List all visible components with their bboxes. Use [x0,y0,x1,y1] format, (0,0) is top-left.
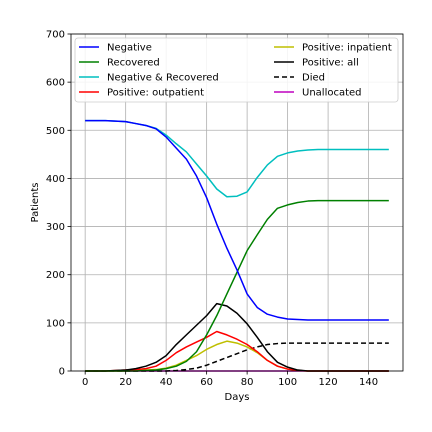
series-line-recovered [85,199,389,372]
series-line-negative [85,119,389,321]
legend-label-recovered: Recovered [107,58,160,69]
series-line-negative-recovered [85,119,389,198]
x-tick-label: 80 [241,377,254,388]
plot-frame [70,33,404,372]
series-line-positive-outpatient [85,330,389,372]
legend-label-negative-recovered: Negative & Recovered [107,73,219,84]
axis-ticks: 0 20 40 60 80 100 120 140 0 100 200 300 400 500 600 700 [46,30,378,389]
x-tick-label: 20 [119,377,132,388]
y-tick-label: 100 [46,318,65,329]
legend-label-died: Died [302,73,325,84]
y-tick-label: 0 [59,367,65,378]
x-tick-label: 140 [359,377,378,388]
x-axis-title: Days [225,392,250,403]
x-tick-label: 40 [160,377,173,388]
legend-label-positive-inpatient: Positive: inpatient [302,43,392,54]
legend-label-positive-all: Positive: all [302,58,359,69]
legend: Negative Recovered Negative & Recovered Pos… [74,37,399,103]
x-tick-label: 120 [319,377,338,388]
series-lines [85,119,389,372]
x-tick-label: 100 [278,377,297,388]
y-axis-title: Patients [30,182,41,222]
legend-box [74,37,399,103]
legend-label-positive-outpatient: Positive: outpatient [107,88,204,99]
series-line-positive-all [85,302,389,372]
y-tick-label: 200 [46,270,65,281]
x-tick-label: 60 [200,377,213,388]
y-tick-label: 700 [46,30,65,41]
legend-label-negative: Negative [107,43,152,54]
legend-label-unallocated: Unallocated [302,88,362,99]
y-tick-label: 500 [46,126,65,137]
series-line-positive-inpatient [85,340,389,372]
y-tick-label: 600 [46,78,65,89]
y-tick-label: 300 [46,222,65,233]
plot-area-border [70,33,404,372]
x-tick-label: 0 [82,377,88,388]
y-tick-label: 400 [46,174,65,185]
series-line-died [85,342,389,372]
